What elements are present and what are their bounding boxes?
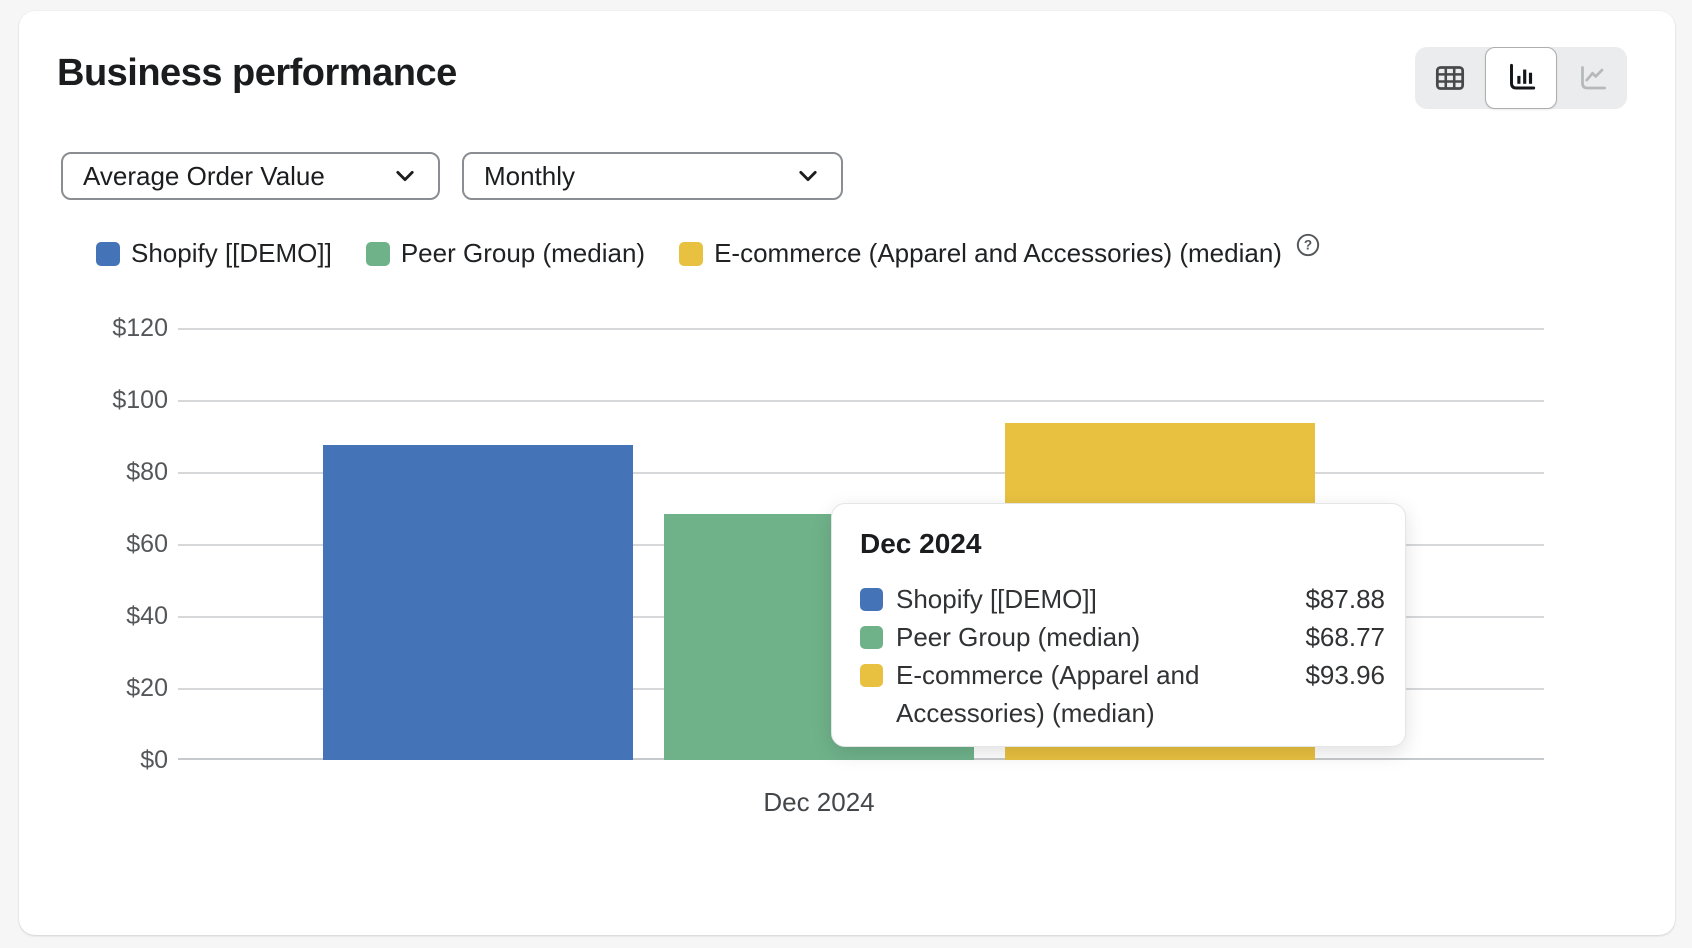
y-axis-tick: $120: [28, 311, 168, 345]
tooltip-value: $93.96: [1305, 656, 1385, 694]
gridline: [178, 400, 1544, 402]
x-axis-label: Dec 2024: [669, 787, 969, 818]
legend-swatch: [96, 242, 120, 266]
card-title: Business performance: [57, 52, 457, 95]
chart-tooltip: Dec 2024 Shopify [[DEMO]] $87.88 Peer Gr…: [831, 503, 1406, 747]
tooltip-row: Peer Group (median) $68.77: [860, 618, 1385, 656]
line-chart-icon: [1573, 59, 1611, 97]
y-axis-tick: $40: [28, 599, 168, 633]
tooltip-label: Shopify [[DEMO]]: [896, 580, 1097, 618]
chevron-down-icon: [390, 161, 420, 191]
granularity-select[interactable]: Monthly: [462, 152, 843, 200]
legend-swatch: [366, 242, 390, 266]
performance-card: Business performance: [19, 11, 1675, 935]
view-line-chart-button[interactable]: [1557, 47, 1627, 109]
table-icon: [1431, 59, 1469, 97]
legend-swatch: [679, 242, 703, 266]
bar-shopify[interactable]: [323, 445, 633, 760]
granularity-select-value: Monthly: [484, 161, 575, 192]
tooltip-label: E-commerce (Apparel and Accessories) (me…: [896, 656, 1206, 732]
metric-select-value: Average Order Value: [83, 161, 325, 192]
y-axis-tick: $20: [28, 671, 168, 705]
help-icon[interactable]: ?: [1295, 232, 1321, 258]
y-axis-tick: $0: [28, 743, 168, 777]
view-table-button[interactable]: [1415, 47, 1485, 109]
legend-item-ecommerce[interactable]: E-commerce (Apparel and Accessories) (me…: [679, 238, 1321, 269]
tooltip-swatch: [860, 588, 883, 611]
legend-item-peer-group[interactable]: Peer Group (median): [366, 238, 645, 269]
chevron-down-icon: [793, 161, 823, 191]
tooltip-row: E-commerce (Apparel and Accessories) (me…: [860, 656, 1385, 732]
legend-item-label: E-commerce (Apparel and Accessories) (me…: [714, 238, 1282, 269]
legend-item-shopify[interactable]: Shopify [[DEMO]]: [96, 238, 332, 269]
tooltip-swatch: [860, 664, 883, 687]
legend-item-label: Shopify [[DEMO]]: [131, 238, 332, 269]
metric-select[interactable]: Average Order Value: [61, 152, 440, 200]
chart-legend: Shopify [[DEMO]] Peer Group (median) E-c…: [96, 238, 1321, 269]
gridline: [178, 328, 1544, 330]
tooltip-value: $68.77: [1305, 618, 1385, 656]
bar-chart-icon: [1502, 59, 1540, 97]
svg-text:?: ?: [1304, 238, 1312, 253]
tooltip-row: Shopify [[DEMO]] $87.88: [860, 580, 1385, 618]
tooltip-swatch: [860, 626, 883, 649]
y-axis-tick: $100: [28, 383, 168, 417]
view-bar-chart-button[interactable]: [1485, 47, 1557, 109]
view-toggle: [1415, 47, 1627, 109]
tooltip-title: Dec 2024: [860, 528, 1385, 560]
tooltip-label: Peer Group (median): [896, 618, 1140, 656]
legend-item-label: Peer Group (median): [401, 238, 645, 269]
y-axis-tick: $80: [28, 455, 168, 489]
tooltip-value: $87.88: [1305, 580, 1385, 618]
y-axis-tick: $60: [28, 527, 168, 561]
